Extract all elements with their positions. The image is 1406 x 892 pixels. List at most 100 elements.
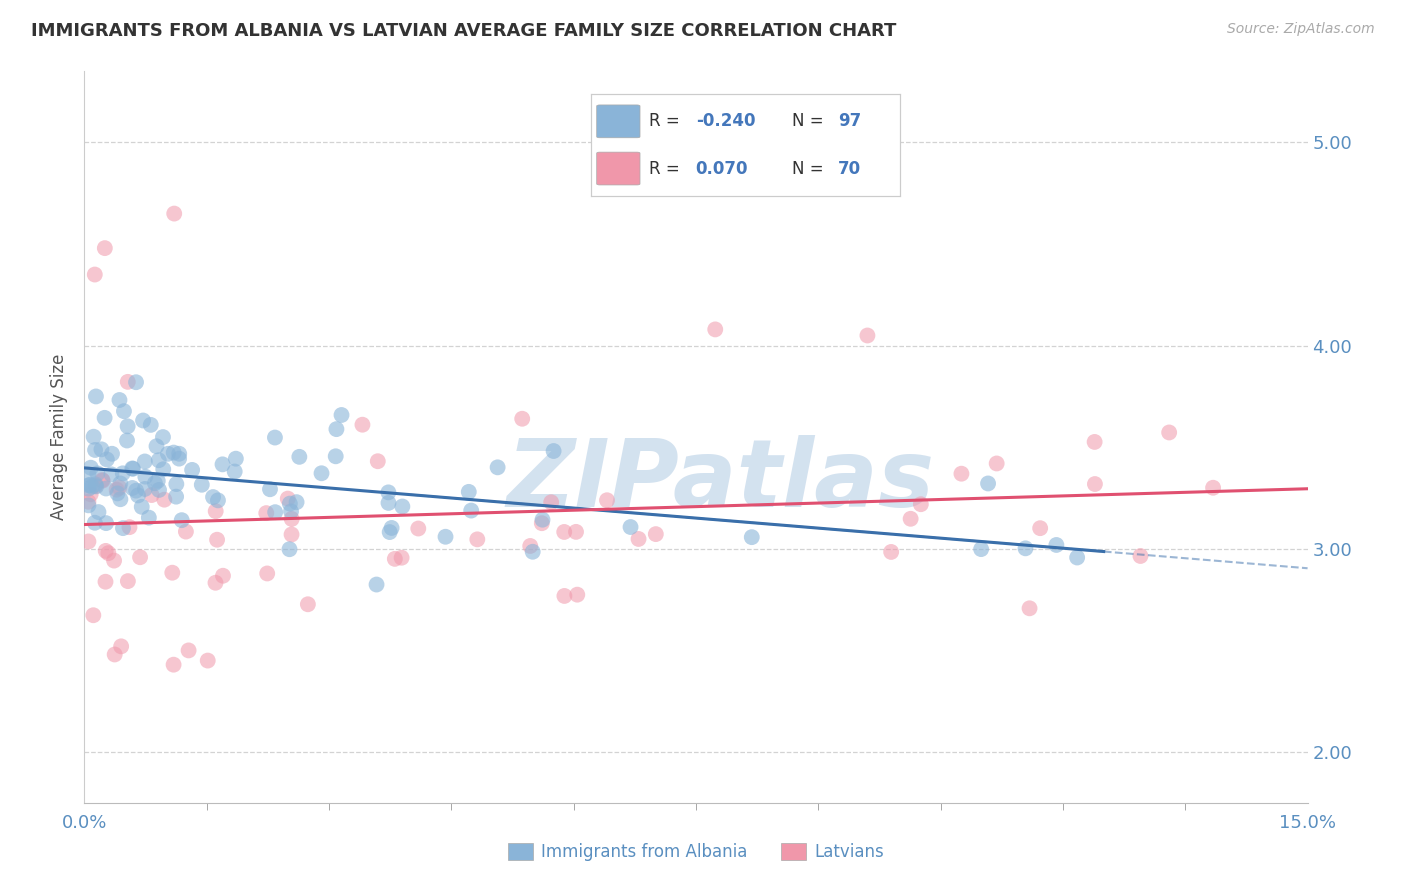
Latvians — [352, 417, 374, 432]
Immigrants from Albania — [378, 525, 401, 540]
Immigrants from Albania — [146, 474, 169, 488]
Legend: Immigrants from Albania, Latvians: Immigrants from Albania, Latvians — [502, 836, 890, 868]
Latvians — [367, 454, 389, 468]
Latvians — [510, 411, 533, 425]
Latvians — [465, 533, 488, 547]
Immigrants from Albania — [325, 450, 347, 464]
Immigrants from Albania — [486, 460, 509, 475]
Immigrants from Albania — [152, 462, 174, 476]
Latvians — [204, 504, 226, 518]
Latvians — [117, 574, 139, 588]
Immigrants from Albania — [131, 500, 153, 514]
Immigrants from Albania — [165, 490, 187, 504]
Latvians — [91, 474, 114, 488]
Latvians — [280, 527, 302, 541]
Immigrants from Albania — [121, 481, 143, 495]
Latvians — [162, 566, 184, 580]
Immigrants from Albania — [100, 467, 122, 482]
Immigrants from Albania — [741, 530, 763, 544]
Immigrants from Albania — [101, 447, 124, 461]
Text: R =: R = — [650, 112, 685, 130]
Immigrants from Albania — [84, 477, 107, 491]
Immigrants from Albania — [619, 520, 641, 534]
Latvians — [104, 648, 127, 662]
FancyBboxPatch shape — [596, 153, 640, 185]
Latvians — [117, 375, 139, 389]
Immigrants from Albania — [531, 513, 554, 527]
Immigrants from Albania — [163, 445, 186, 459]
Immigrants from Albania — [181, 463, 204, 477]
Immigrants from Albania — [134, 454, 156, 468]
Text: ZIPatlas: ZIPatlas — [506, 435, 935, 527]
Latvians — [704, 322, 727, 336]
Immigrants from Albania — [127, 488, 149, 502]
Immigrants from Albania — [522, 545, 544, 559]
Immigrants from Albania — [143, 476, 166, 491]
Latvians — [408, 522, 430, 536]
Latvians — [391, 550, 413, 565]
Latvians — [94, 574, 117, 589]
Latvians — [177, 643, 200, 657]
Latvians — [256, 566, 278, 581]
Immigrants from Albania — [139, 417, 162, 432]
Immigrants from Albania — [278, 542, 301, 557]
Immigrants from Albania — [134, 469, 156, 483]
Latvians — [540, 495, 562, 509]
Latvians — [567, 588, 589, 602]
Latvians — [254, 506, 277, 520]
Immigrants from Albania — [1014, 541, 1036, 556]
Immigrants from Albania — [366, 577, 388, 591]
Immigrants from Albania — [90, 442, 112, 457]
Latvians — [84, 479, 107, 493]
Latvians — [986, 457, 1008, 471]
Latvians — [627, 532, 650, 546]
Immigrants from Albania — [112, 404, 135, 418]
Immigrants from Albania — [977, 476, 1000, 491]
Latvians — [103, 553, 125, 567]
Latvians — [108, 481, 131, 495]
Immigrants from Albania — [434, 530, 457, 544]
Immigrants from Albania — [96, 452, 118, 467]
Text: -0.240: -0.240 — [696, 112, 755, 130]
Latvians — [553, 524, 575, 539]
Immigrants from Albania — [211, 458, 233, 472]
Immigrants from Albania — [110, 476, 132, 491]
Latvians — [1129, 549, 1152, 563]
Latvians — [900, 512, 922, 526]
Immigrants from Albania — [280, 504, 302, 518]
Immigrants from Albania — [83, 516, 105, 530]
Immigrants from Albania — [145, 439, 167, 453]
Immigrants from Albania — [377, 485, 399, 500]
Immigrants from Albania — [325, 422, 347, 436]
Text: Source: ZipAtlas.com: Source: ZipAtlas.com — [1227, 22, 1375, 37]
Immigrants from Albania — [111, 521, 134, 535]
Latvians — [204, 575, 226, 590]
Immigrants from Albania — [77, 482, 100, 496]
Latvians — [1159, 425, 1181, 440]
Text: 0.070: 0.070 — [696, 160, 748, 178]
Immigrants from Albania — [970, 542, 993, 557]
Immigrants from Albania — [122, 461, 145, 475]
Latvians — [212, 568, 235, 582]
Immigrants from Albania — [165, 477, 187, 491]
Immigrants from Albania — [125, 375, 148, 389]
Latvians — [141, 488, 163, 502]
Text: N =: N = — [792, 112, 828, 130]
Text: N =: N = — [792, 160, 828, 178]
Immigrants from Albania — [93, 410, 115, 425]
Immigrants from Albania — [264, 505, 287, 519]
Latvians — [1084, 477, 1107, 491]
Immigrants from Albania — [79, 477, 101, 491]
Immigrants from Albania — [285, 495, 308, 509]
Immigrants from Albania — [148, 453, 170, 467]
Immigrants from Albania — [377, 496, 399, 510]
Latvians — [94, 544, 117, 558]
Latvians — [91, 473, 114, 487]
Immigrants from Albania — [121, 461, 143, 475]
Y-axis label: Average Family Size: Average Family Size — [49, 354, 67, 520]
Immigrants from Albania — [278, 497, 301, 511]
Immigrants from Albania — [288, 450, 311, 464]
Latvians — [105, 483, 128, 497]
Latvians — [910, 497, 932, 511]
Immigrants from Albania — [138, 510, 160, 524]
